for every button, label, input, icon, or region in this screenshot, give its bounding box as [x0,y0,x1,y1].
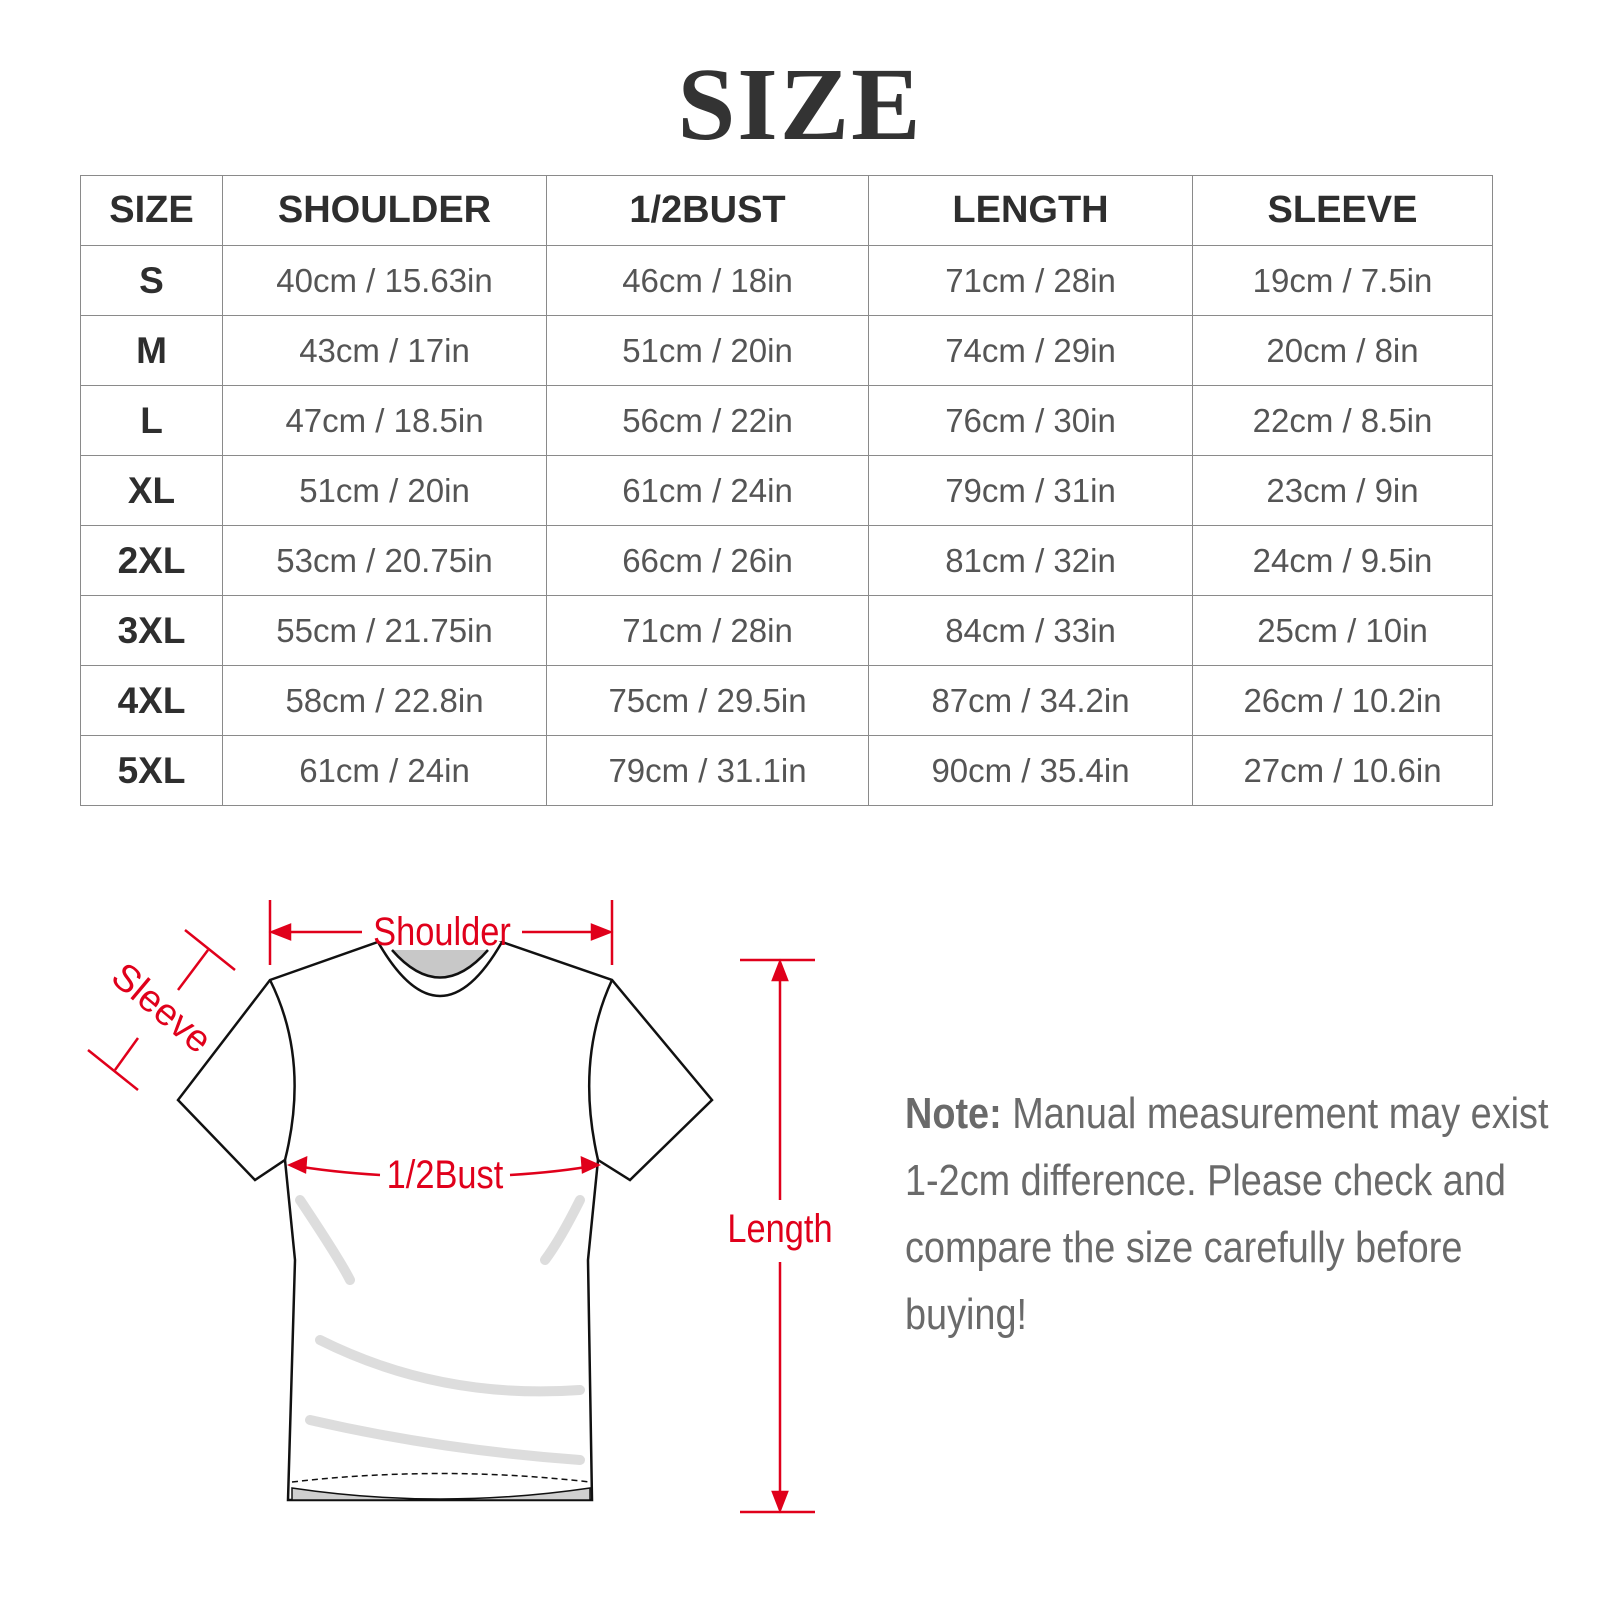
size-cell: 3XL [80,595,223,666]
measurement-cell: 58cm / 22.8in [222,665,547,736]
table-row: 2XL 53cm / 20.75in 66cm / 26in 81cm / 32in 2… [80,525,1493,596]
shoulder-label: Shoulder [373,909,511,954]
measurement-cell: 51cm / 20in [222,455,547,526]
measurement-cell: 46cm / 18in [546,245,869,316]
size-cell: 5XL [80,735,223,806]
measurement-note: Note: Manual measurement may exist 1-2cm… [905,1080,1559,1348]
measurement-cell: 56cm / 22in [546,385,869,456]
measure-lines [87,900,815,1514]
measurement-cell: 81cm / 32in [868,525,1193,596]
measurement-cell: 71cm / 28in [868,245,1193,316]
measurement-cell: 74cm / 29in [868,315,1193,386]
measurement-cell: 71cm / 28in [546,595,869,666]
measurement-cell: 51cm / 20in [546,315,869,386]
size-cell: S [80,245,223,316]
tshirt-outline [176,940,714,1502]
size-table: SIZE SHOULDER 1/2BUST LENGTH SLEEVE S 40cm / … [80,175,1493,806]
column-header: SHOULDER [222,175,547,246]
note-text: Manual measurement may exist 1-2cm diffe… [905,1089,1549,1339]
note-label: Note: [905,1089,1002,1138]
measurement-cell: 53cm / 20.75in [222,525,547,596]
measurement-cell: 23cm / 9in [1192,455,1493,526]
length-label: Length [727,1206,832,1251]
fabric-shading [295,1195,585,1465]
measurement-cell: 55cm / 21.75in [222,595,547,666]
measurement-cell: 66cm / 26in [546,525,869,596]
size-cell: M [80,315,223,386]
table-row: L 47cm / 18.5in 56cm / 22in 76cm / 30in 22cm… [80,385,1493,456]
measurement-cell: 26cm / 10.2in [1192,665,1493,736]
measurement-cell: 87cm / 34.2in [868,665,1193,736]
measurement-cell: 76cm / 30in [868,385,1193,456]
table-row: XL 51cm / 20in 61cm / 24in 79cm / 31in 23cm … [80,455,1493,526]
size-cell: XL [80,455,223,526]
measurement-cell: 79cm / 31.1in [546,735,869,806]
measurement-cell: 25cm / 10in [1192,595,1493,666]
measurement-cell: 27cm / 10.6in [1192,735,1493,806]
measurement-cell: 19cm / 7.5in [1192,245,1493,316]
measurement-cell: 47cm / 18.5in [222,385,547,456]
measurement-cell: 43cm / 17in [222,315,547,386]
table-row: M 43cm / 17in 51cm / 20in 74cm / 29in 20cm /… [80,315,1493,386]
size-cell: 4XL [80,665,223,736]
measurement-cell: 84cm / 33in [868,595,1193,666]
table-header-row: SIZE SHOULDER 1/2BUST LENGTH SLEEVE [80,175,1493,246]
column-header: SIZE [80,175,223,246]
measurement-cell: 61cm / 24in [546,455,869,526]
page-title: SIZE [677,47,923,162]
measurement-cell: 61cm / 24in [222,735,547,806]
table-row: 5XL 61cm / 24in 79cm / 31.1in 90cm / 35.4in… [80,735,1493,806]
tshirt-diagram: Shoulder Sleeve 1/2Bust Length [87,900,833,1514]
measurement-cell: 22cm / 8.5in [1192,385,1493,456]
table-row: 3XL 55cm / 21.75in 71cm / 28in 84cm / 33in 2… [80,595,1493,666]
table-row: S 40cm / 15.63in 46cm / 18in 71cm / 28in 19c… [80,245,1493,316]
column-header: SLEEVE [1192,175,1493,246]
bust-label: 1/2Bust [387,1152,504,1197]
measurement-cell: 90cm / 35.4in [868,735,1193,806]
measurement-cell: 79cm / 31in [868,455,1193,526]
measurement-cell: 20cm / 8in [1192,315,1493,386]
size-cell: L [80,385,223,456]
measurement-cell: 75cm / 29.5in [546,665,869,736]
column-header: 1/2BUST [546,175,869,246]
table-row: 4XL 58cm / 22.8in 75cm / 29.5in 87cm / 34.2… [80,665,1493,736]
measurement-cell: 24cm / 9.5in [1192,525,1493,596]
measurement-cell: 40cm / 15.63in [222,245,547,316]
size-cell: 2XL [80,525,223,596]
sleeve-label: Sleeve [103,955,219,1062]
column-header: LENGTH [868,175,1193,246]
